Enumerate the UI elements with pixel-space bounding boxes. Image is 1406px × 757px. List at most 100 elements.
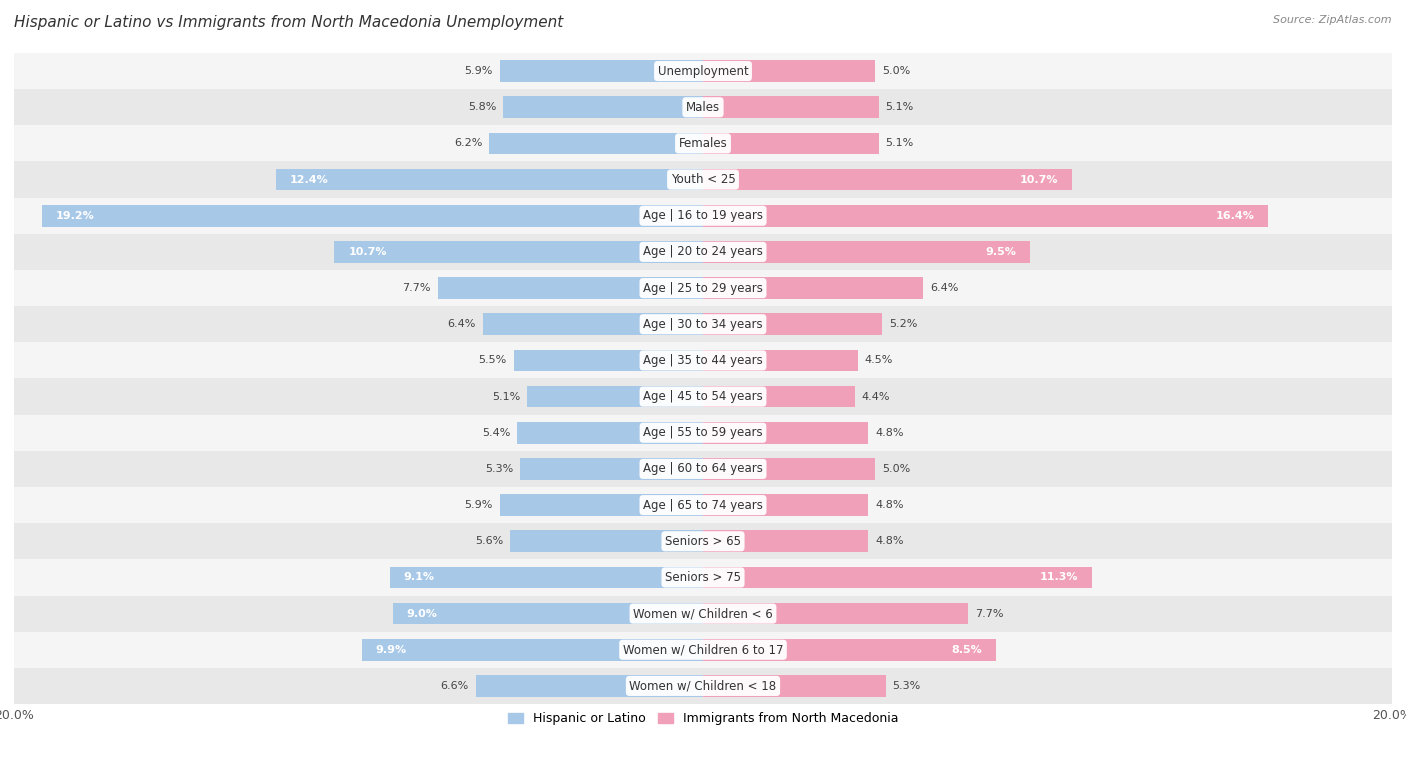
Bar xyxy=(14,306,1392,342)
Text: 8.5%: 8.5% xyxy=(952,645,981,655)
Text: 5.4%: 5.4% xyxy=(482,428,510,438)
Text: 19.2%: 19.2% xyxy=(55,210,94,221)
Bar xyxy=(14,523,1392,559)
Bar xyxy=(510,531,703,552)
Text: Seniors > 75: Seniors > 75 xyxy=(665,571,741,584)
Text: 5.2%: 5.2% xyxy=(889,319,917,329)
Text: Age | 30 to 34 years: Age | 30 to 34 years xyxy=(643,318,763,331)
Bar xyxy=(14,596,1392,631)
Bar xyxy=(703,350,858,371)
Bar xyxy=(389,566,703,588)
Bar xyxy=(14,234,1392,270)
Text: 5.0%: 5.0% xyxy=(882,464,910,474)
Text: Women w/ Children < 18: Women w/ Children < 18 xyxy=(630,680,776,693)
Text: 5.3%: 5.3% xyxy=(893,681,921,691)
Bar xyxy=(14,53,1392,89)
Bar xyxy=(14,378,1392,415)
Text: Hispanic or Latino vs Immigrants from North Macedonia Unemployment: Hispanic or Latino vs Immigrants from No… xyxy=(14,15,564,30)
Text: Women w/ Children < 6: Women w/ Children < 6 xyxy=(633,607,773,620)
Bar xyxy=(14,415,1392,451)
Text: 5.8%: 5.8% xyxy=(468,102,496,112)
Bar xyxy=(14,631,1392,668)
Text: 11.3%: 11.3% xyxy=(1040,572,1078,582)
Bar xyxy=(14,559,1392,596)
Bar xyxy=(520,458,703,480)
Bar xyxy=(703,205,1268,226)
Bar xyxy=(14,270,1392,306)
Text: Age | 35 to 44 years: Age | 35 to 44 years xyxy=(643,354,763,367)
Text: 4.5%: 4.5% xyxy=(865,356,893,366)
Text: 5.0%: 5.0% xyxy=(882,66,910,76)
Text: 9.9%: 9.9% xyxy=(375,645,406,655)
Text: 9.0%: 9.0% xyxy=(406,609,437,618)
Bar xyxy=(499,61,703,82)
Text: 10.7%: 10.7% xyxy=(349,247,387,257)
Bar xyxy=(703,386,855,407)
Bar xyxy=(703,675,886,696)
Text: 7.7%: 7.7% xyxy=(976,609,1004,618)
Bar xyxy=(42,205,703,226)
Text: 6.4%: 6.4% xyxy=(447,319,475,329)
Text: 9.5%: 9.5% xyxy=(986,247,1017,257)
Bar xyxy=(703,241,1031,263)
Text: Seniors > 65: Seniors > 65 xyxy=(665,534,741,548)
Bar xyxy=(14,668,1392,704)
Text: Age | 25 to 29 years: Age | 25 to 29 years xyxy=(643,282,763,294)
Text: Source: ZipAtlas.com: Source: ZipAtlas.com xyxy=(1274,15,1392,25)
Text: Unemployment: Unemployment xyxy=(658,64,748,77)
Bar xyxy=(703,566,1092,588)
Text: 4.8%: 4.8% xyxy=(875,428,904,438)
Text: 5.3%: 5.3% xyxy=(485,464,513,474)
Text: Youth < 25: Youth < 25 xyxy=(671,173,735,186)
Bar xyxy=(499,494,703,516)
Bar xyxy=(517,422,703,444)
Text: Age | 45 to 54 years: Age | 45 to 54 years xyxy=(643,390,763,403)
Text: 5.1%: 5.1% xyxy=(492,391,520,401)
Bar xyxy=(392,603,703,625)
Bar xyxy=(335,241,703,263)
Bar xyxy=(14,89,1392,126)
Bar xyxy=(703,132,879,154)
Text: 5.6%: 5.6% xyxy=(475,536,503,547)
Text: Age | 16 to 19 years: Age | 16 to 19 years xyxy=(643,209,763,223)
Text: 6.2%: 6.2% xyxy=(454,139,482,148)
Bar xyxy=(527,386,703,407)
Legend: Hispanic or Latino, Immigrants from North Macedonia: Hispanic or Latino, Immigrants from Nort… xyxy=(502,707,904,731)
Text: 5.1%: 5.1% xyxy=(886,102,914,112)
Text: 6.4%: 6.4% xyxy=(931,283,959,293)
Text: 5.9%: 5.9% xyxy=(464,500,494,510)
Text: Age | 65 to 74 years: Age | 65 to 74 years xyxy=(643,499,763,512)
Bar xyxy=(703,277,924,299)
Bar xyxy=(14,451,1392,487)
Bar xyxy=(276,169,703,191)
Text: 5.9%: 5.9% xyxy=(464,66,494,76)
Text: 4.4%: 4.4% xyxy=(862,391,890,401)
Text: 5.1%: 5.1% xyxy=(886,139,914,148)
Bar xyxy=(503,96,703,118)
Text: 4.8%: 4.8% xyxy=(875,536,904,547)
Bar xyxy=(703,603,969,625)
Bar xyxy=(703,531,869,552)
Text: Age | 55 to 59 years: Age | 55 to 59 years xyxy=(643,426,763,439)
Bar xyxy=(513,350,703,371)
Bar xyxy=(475,675,703,696)
Bar xyxy=(703,96,879,118)
Text: 9.1%: 9.1% xyxy=(404,572,434,582)
Bar xyxy=(14,487,1392,523)
Bar xyxy=(361,639,703,661)
Text: 6.6%: 6.6% xyxy=(440,681,468,691)
Bar xyxy=(703,422,869,444)
Bar xyxy=(703,61,875,82)
Bar xyxy=(14,342,1392,378)
Text: Females: Females xyxy=(679,137,727,150)
Text: 10.7%: 10.7% xyxy=(1019,175,1057,185)
Bar xyxy=(703,494,869,516)
Bar xyxy=(14,126,1392,161)
Bar xyxy=(703,639,995,661)
Bar xyxy=(14,161,1392,198)
Text: Age | 60 to 64 years: Age | 60 to 64 years xyxy=(643,463,763,475)
Text: 7.7%: 7.7% xyxy=(402,283,430,293)
Bar xyxy=(14,198,1392,234)
Text: Age | 20 to 24 years: Age | 20 to 24 years xyxy=(643,245,763,258)
Bar xyxy=(482,313,703,335)
